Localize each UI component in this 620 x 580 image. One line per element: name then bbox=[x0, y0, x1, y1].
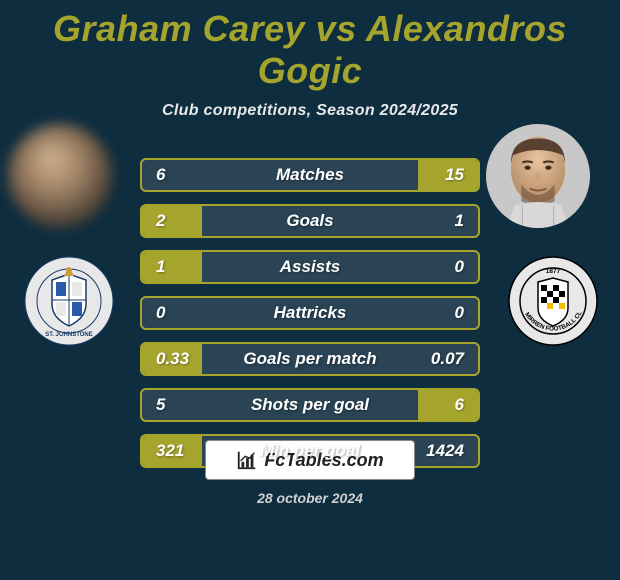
stat-value-right: 0 bbox=[455, 303, 464, 323]
stat-value-right: 0.07 bbox=[431, 349, 464, 369]
comparison-card: Graham Carey vs Alexandros Gogic Club co… bbox=[0, 0, 620, 580]
player-avatar-carey bbox=[8, 124, 112, 228]
stat-row: 6 Matches 15 bbox=[140, 158, 480, 192]
club-badge-st-johnstone: ST. JOHNSTONE bbox=[24, 256, 114, 346]
stat-row: 0 Hattricks 0 bbox=[140, 296, 480, 330]
stat-value-left: 6 bbox=[156, 165, 165, 185]
svg-text:ST. JOHNSTONE: ST. JOHNSTONE bbox=[45, 332, 93, 338]
stat-label: Shots per goal bbox=[251, 395, 369, 415]
stat-value-left: 1 bbox=[156, 257, 165, 277]
stat-label: Goals bbox=[286, 211, 333, 231]
page-title: Graham Carey vs Alexandros Gogic bbox=[0, 0, 620, 92]
stat-row: 2 Goals 1 bbox=[140, 204, 480, 238]
stat-value-left: 0.33 bbox=[156, 349, 189, 369]
stat-highlight-left bbox=[142, 252, 202, 282]
stat-value-left: 2 bbox=[156, 211, 165, 231]
stat-highlight-right bbox=[418, 390, 478, 420]
svg-text:1877: 1877 bbox=[546, 268, 561, 275]
stat-label: Goals per match bbox=[243, 349, 376, 369]
stat-value-right: 0 bbox=[455, 257, 464, 277]
date-label: 28 october 2024 bbox=[257, 490, 363, 506]
stat-label: Assists bbox=[280, 257, 340, 277]
subtitle: Club competitions, Season 2024/2025 bbox=[0, 102, 620, 120]
stat-value-right: 15 bbox=[445, 165, 464, 185]
stat-value-right: 6 bbox=[455, 395, 464, 415]
stat-label: Min per goal bbox=[260, 441, 360, 461]
stat-value-left: 5 bbox=[156, 395, 165, 415]
player-avatar-gogic bbox=[486, 124, 590, 228]
stat-label: Hattricks bbox=[274, 303, 347, 323]
stat-row: 1 Assists 0 bbox=[140, 250, 480, 284]
chart-icon bbox=[236, 449, 258, 471]
club-badge-st-mirren: 1877 ST. MIRREN FOOTBALL CLUB bbox=[508, 256, 598, 346]
stat-value-right: 1424 bbox=[426, 441, 464, 461]
stat-label: Matches bbox=[276, 165, 344, 185]
stat-row: 5 Shots per goal 6 bbox=[140, 388, 480, 422]
stat-value-right: 1 bbox=[455, 211, 464, 231]
stat-value-left: 0 bbox=[156, 303, 165, 323]
stat-value-left: 321 bbox=[156, 441, 184, 461]
stat-row: 0.33 Goals per match 0.07 bbox=[140, 342, 480, 376]
stat-highlight-left bbox=[142, 206, 202, 236]
